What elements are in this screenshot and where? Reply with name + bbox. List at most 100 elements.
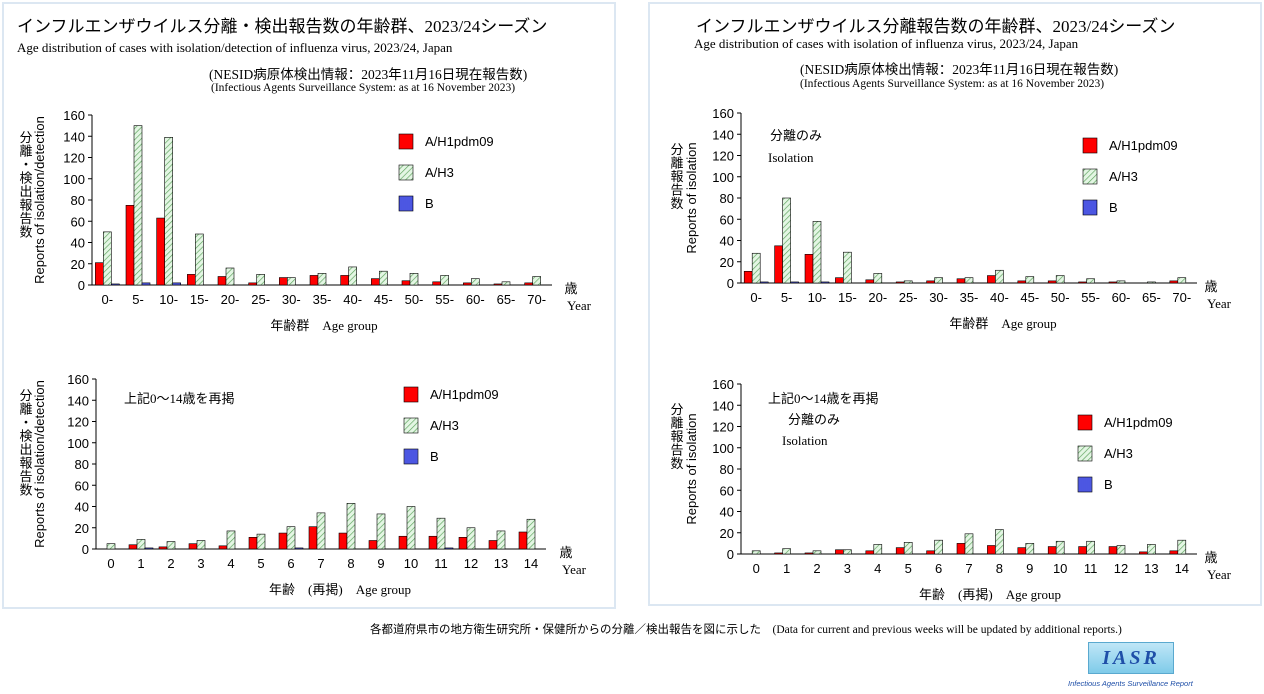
bar-ah1pdm09: [428, 535, 438, 550]
y-tick-label: 100: [712, 170, 734, 185]
y-label-jp-char: 分: [670, 142, 683, 157]
bar-ah1pdm09: [774, 245, 783, 284]
x-tick-label: 4: [227, 556, 234, 571]
bar-ah3: [782, 197, 791, 284]
bar-b: [294, 547, 304, 550]
bar-ah1pdm09: [865, 279, 875, 284]
x-tick-label: 7: [317, 556, 324, 571]
bar-ah3: [1116, 545, 1126, 555]
x-tick-label: 10-: [159, 292, 178, 307]
bar-ah1pdm09: [518, 531, 528, 550]
x-tick-label: 55-: [435, 292, 454, 307]
y-tick-label: 0: [78, 278, 85, 293]
x-tick-label: 10: [404, 556, 418, 571]
bar-ah3: [532, 276, 541, 286]
y-label-jp-char: ・: [19, 415, 32, 430]
y-label-jp-char: 数: [670, 196, 683, 211]
iasr-logo[interactable]: IASR: [1088, 642, 1174, 674]
y-tick-label: 60: [720, 483, 734, 498]
bar-ah3: [136, 539, 146, 550]
bar-ah3: [812, 550, 822, 555]
bar-ah3: [440, 275, 449, 286]
bar-ah1pdm09: [835, 549, 844, 555]
bar-ah3: [376, 513, 386, 550]
bar-ah1pdm09: [804, 552, 814, 555]
left-source-jp: (NESID病原体検出情報：2023年11月16日現在報告数): [209, 67, 528, 82]
legend-label: B: [425, 196, 434, 211]
y-label-jp-char: 出: [19, 184, 32, 199]
y-tick-label: 100: [63, 172, 85, 187]
y-tick-label: 120: [67, 415, 89, 430]
x-unit-en: Year: [567, 298, 592, 313]
legend-label: A/H3: [1109, 169, 1138, 184]
bar-ah3: [501, 281, 511, 286]
legend-label: B: [1104, 477, 1113, 492]
bar-ah1pdm09: [524, 282, 533, 286]
x-tick-label: 65-: [497, 292, 516, 307]
y-tick-label: 0: [727, 547, 734, 562]
y-label-jp-char: 離: [19, 144, 32, 159]
bar-ah3: [526, 518, 536, 550]
bar-ah3: [406, 506, 416, 550]
bar-ah3: [843, 549, 852, 555]
y-tick-label: 40: [71, 236, 85, 251]
y-label-jp-char: 分: [19, 388, 32, 403]
bar-ah1pdm09: [188, 543, 198, 550]
legend-label: A/H1pdm09: [1109, 138, 1178, 153]
bar-ah3: [346, 503, 356, 550]
bar-ah3: [873, 273, 883, 284]
bar-ah1pdm09: [895, 547, 905, 555]
bar-ah3: [1055, 540, 1065, 555]
legend-swatch: [1077, 445, 1093, 462]
y-tick-label: 0: [727, 276, 734, 291]
bar-ah3: [379, 270, 388, 286]
y-label-jp-char: 告: [670, 443, 683, 458]
x-tick-label: 2: [813, 561, 820, 576]
bar-ah3: [409, 273, 419, 286]
right-title-jp: インフルエンザウイルス分離報告数の年齢群、2023/24シーズン: [696, 17, 1176, 36]
x-tick-label: 25-: [899, 290, 918, 305]
bar-ah3: [256, 274, 265, 286]
bar-ah3: [348, 266, 357, 286]
bar-ah3: [466, 527, 476, 550]
x-tick-label: 10: [1053, 561, 1067, 576]
x-axis-label: 年齢 (再掲) Age group: [919, 587, 1061, 602]
y-tick-label: 40: [720, 505, 734, 520]
y-label-jp-char: 告: [19, 469, 32, 484]
bar-ah3: [256, 533, 266, 550]
x-unit-en: Year: [562, 562, 587, 577]
y-tick-label: 120: [712, 149, 734, 164]
y-tick-label: 0: [82, 542, 89, 557]
y-label-jp-char: 分: [19, 130, 32, 145]
bar-ah1pdm09: [1047, 280, 1057, 284]
bar-ah1pdm09: [493, 283, 503, 286]
y-tick-label: 20: [720, 255, 734, 270]
legend-label: A/H3: [425, 165, 454, 180]
y-tick-label: 100: [712, 441, 734, 456]
y-tick-label: 140: [712, 398, 734, 413]
x-tick-label: 6: [287, 556, 294, 571]
legend-label: A/H3: [430, 418, 459, 433]
bar-b: [144, 547, 154, 550]
y-label-jp-char: 数: [670, 456, 683, 471]
chart-annotation: 分離のみ: [788, 412, 840, 427]
bar-ah3: [287, 277, 296, 286]
y-tick-label: 160: [67, 372, 89, 387]
bar-ah3: [964, 277, 974, 284]
bar-ah3: [286, 526, 296, 550]
x-tick-label: 7: [965, 561, 972, 576]
bar-ah3: [1086, 278, 1095, 284]
bar-ah3: [903, 280, 913, 284]
x-tick-label: 70-: [527, 292, 546, 307]
bar-ah3: [751, 252, 761, 284]
bar-b: [141, 282, 151, 286]
y-tick-label: 80: [75, 457, 89, 472]
y-label-en: Reports of isolation: [684, 413, 699, 524]
x-tick-label: 13: [1144, 561, 1158, 576]
left-title-en: Age distribution of cases with isolation…: [17, 40, 453, 55]
x-tick-label: 5: [257, 556, 264, 571]
x-tick-label: 12: [1114, 561, 1128, 576]
